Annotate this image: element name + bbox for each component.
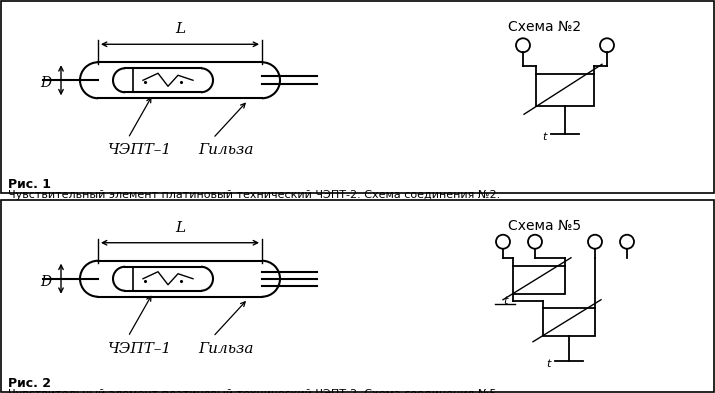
Text: D: D [40, 76, 51, 90]
Circle shape [528, 235, 542, 249]
Text: Гильза: Гильза [198, 342, 254, 356]
Circle shape [588, 235, 602, 249]
Text: Рис. 1: Рис. 1 [8, 178, 51, 191]
Text: Чувствительный элемент платиновый технический ЧЭПТ-2. Схема соединения №2.: Чувствительный элемент платиновый технич… [8, 190, 500, 200]
Text: Чувствительный элемент платиновый технический ЧЭПТ-2. Схема соединения №5.: Чувствительный элемент платиновый технич… [8, 389, 500, 393]
Bar [98, 261, 262, 297]
Text: Рис. 2: Рис. 2 [8, 377, 51, 390]
Bar [543, 308, 595, 336]
Text: L: L [175, 221, 185, 235]
Text: t: t [543, 132, 547, 142]
Text: t: t [503, 296, 508, 306]
Text: Схема №2: Схема №2 [508, 20, 581, 34]
Circle shape [516, 38, 530, 52]
Text: Схема №5: Схема №5 [508, 219, 581, 233]
Circle shape [496, 235, 510, 249]
Bar [536, 74, 594, 106]
Circle shape [620, 235, 634, 249]
Circle shape [600, 38, 614, 52]
Text: ЧЭПТ–1: ЧЭПТ–1 [108, 342, 172, 356]
Bar [513, 266, 565, 294]
Text: L: L [175, 22, 185, 36]
Text: Гильза: Гильза [198, 143, 254, 157]
Text: D: D [40, 275, 51, 289]
Text: t: t [547, 359, 551, 369]
Bar [98, 62, 262, 98]
Text: ЧЭПТ–1: ЧЭПТ–1 [108, 143, 172, 157]
